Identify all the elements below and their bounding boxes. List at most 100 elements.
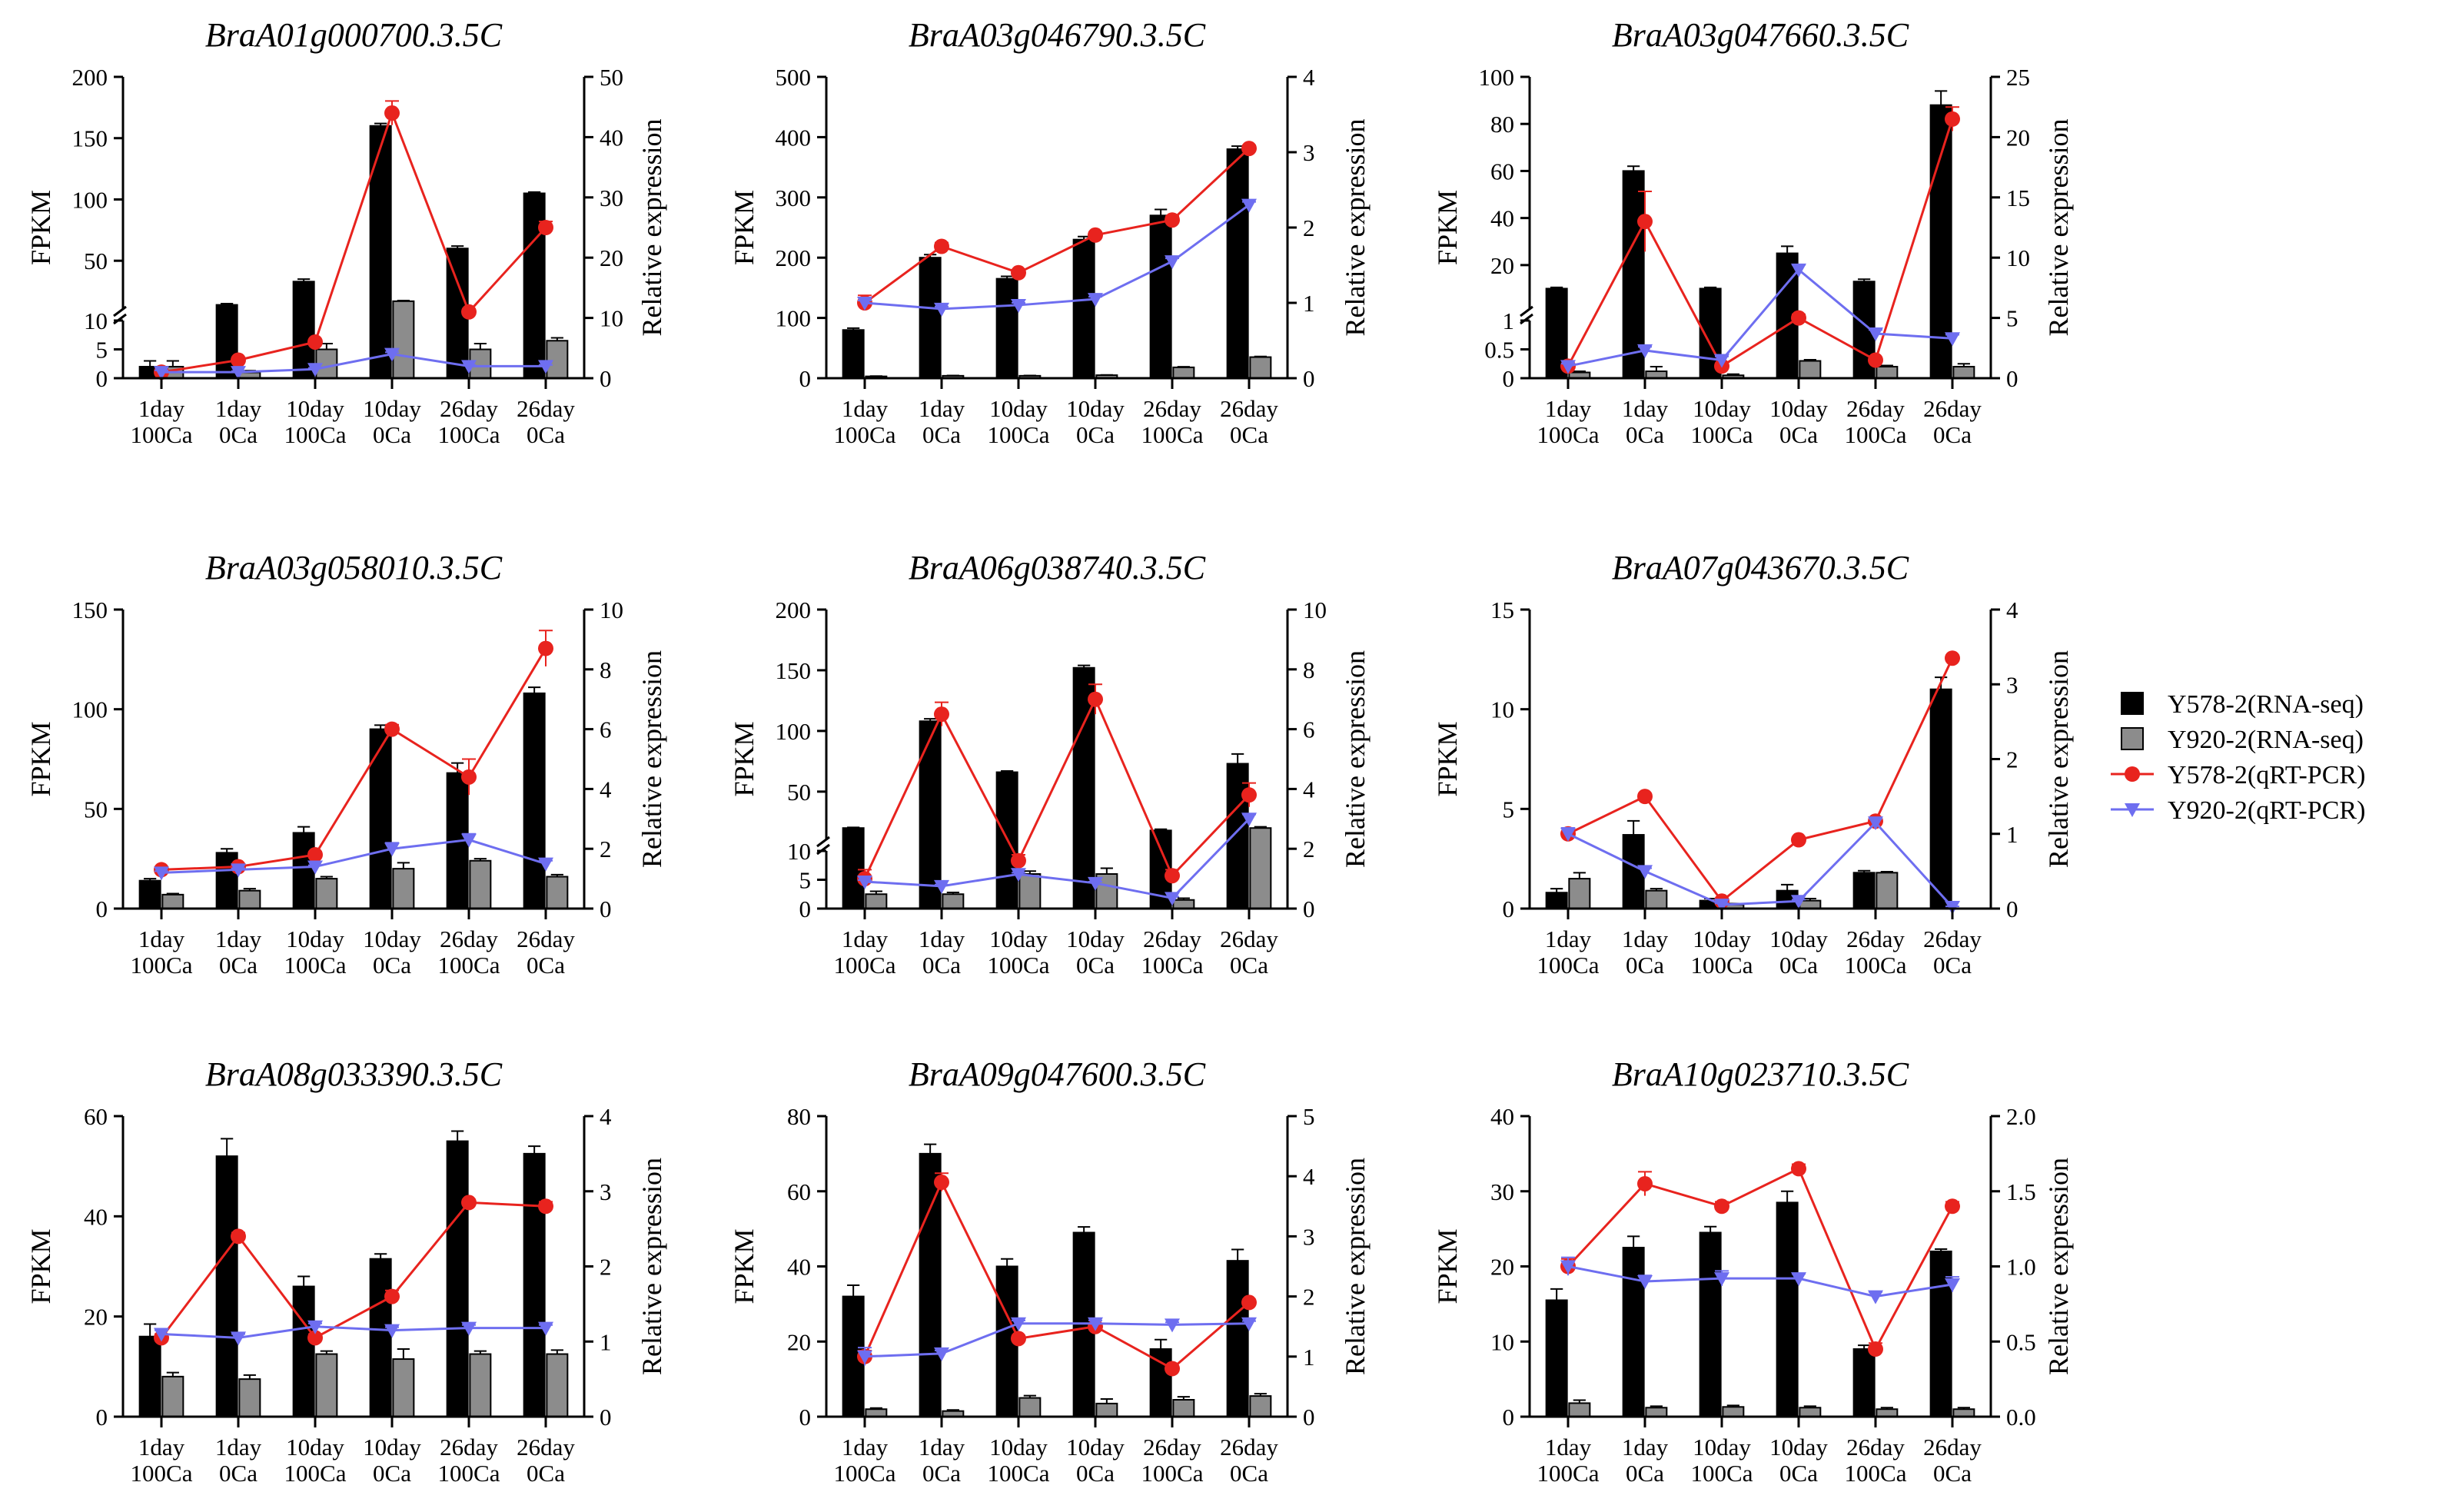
x-tick-label: 26day: [440, 395, 498, 422]
axis-break-mark: [816, 843, 830, 856]
bar-y920: [1018, 1397, 1042, 1417]
y2-tick-label: 1: [2006, 821, 2018, 848]
x-tick-label: 1day: [1545, 395, 1592, 422]
x-tick-label: 26day: [1220, 925, 1278, 952]
x-tick-label: 10day: [1693, 1434, 1751, 1460]
x-tick-label: 10day: [286, 1434, 344, 1460]
point-y920: [1637, 1275, 1653, 1290]
bar-y578: [369, 728, 392, 909]
x-tick-label: 10day: [363, 395, 421, 422]
line-y578: [161, 109, 547, 374]
point-y920: [231, 366, 246, 380]
x-tick-label: 10day: [1693, 395, 1751, 422]
y2-axis-label: Relative expression: [2043, 650, 2074, 868]
x-tick-label: 0Ca: [1933, 1460, 1972, 1487]
point-y578: [1945, 1198, 1960, 1215]
legend-label: Y920-2(qRT-PCR): [2168, 796, 2365, 825]
y2-tick-label: 6: [1303, 716, 1315, 743]
y2-tick-label: 0: [600, 896, 612, 922]
bar-y578: [1699, 1231, 1722, 1417]
y2-axis-label: Relative expression: [1340, 650, 1371, 868]
point-y920: [934, 302, 949, 317]
bar-y578: [842, 329, 865, 379]
chart-title: BraA03g047660.3.5C: [1612, 16, 1909, 54]
y2-axis-label: Relative expression: [1340, 1158, 1371, 1375]
point-y578: [231, 352, 246, 368]
y2-tick-label: 20: [2006, 124, 2030, 151]
point-y920: [1560, 1260, 1576, 1274]
bar-y920: [1172, 899, 1195, 909]
x-tick-label: 100Ca: [988, 421, 1050, 448]
y-tick-label: 10: [84, 307, 108, 334]
bar-y578: [292, 1285, 315, 1417]
x-tick-label: 100Ca: [438, 421, 500, 448]
x-tick-label: 26day: [440, 925, 498, 952]
y2-tick-label: 6: [600, 716, 612, 743]
y-tick-label: 20: [787, 1328, 811, 1355]
bar-y578: [919, 1152, 942, 1417]
bar-y578: [1776, 1201, 1799, 1417]
x-tick-label: 0Ca: [1779, 952, 1818, 979]
x-tick-label: 0Ca: [1230, 1460, 1268, 1487]
y2-tick-label: 0.0: [2006, 1404, 2036, 1431]
chart-panel-8: BraA09g047600.3.5C0204060800123451day100…: [729, 1055, 1371, 1487]
x-tick-label: 1day: [1622, 395, 1669, 422]
y-tick-label: 0: [1503, 365, 1515, 392]
y-tick-label: 1: [1503, 307, 1515, 334]
y-tick-label: 0: [96, 365, 108, 392]
bar-y920: [546, 1353, 569, 1417]
y-tick-label: 100: [72, 186, 108, 213]
y2-tick-label: 1: [1303, 290, 1315, 317]
x-tick-label: 26day: [1923, 925, 1982, 952]
bar-y920: [1172, 1399, 1195, 1417]
y-tick-label: 5: [96, 337, 108, 364]
point-y920: [1945, 332, 1960, 347]
point-y920: [1560, 360, 1576, 374]
y2-tick-label: 4: [600, 776, 612, 803]
chart-panel-7: BraA08g033390.3.5C0204060012341day100Ca1…: [25, 1055, 667, 1487]
line-y920: [1567, 268, 1953, 367]
x-tick-label: 0Ca: [1779, 421, 1818, 448]
bar-y920: [1249, 356, 1272, 379]
y-tick-label: 500: [776, 64, 812, 91]
chart-panel-6: BraA07g043670.3.5C051015012341day100Ca1d…: [1432, 549, 2074, 979]
x-tick-label: 26day: [1846, 925, 1905, 952]
bar-y920: [1876, 366, 1899, 379]
x-tick-label: 26day: [1846, 1434, 1905, 1460]
y-tick-label: 0: [799, 1404, 812, 1431]
bar-y578: [369, 1258, 392, 1417]
y2-tick-label: 5: [1303, 1103, 1315, 1130]
point-y920: [538, 857, 553, 872]
x-tick-label: 0Ca: [1933, 421, 1972, 448]
y-tick-label: 50: [787, 779, 811, 806]
x-tick-label: 1day: [1545, 1434, 1592, 1460]
point-y920: [1011, 868, 1026, 882]
x-tick-label: 1day: [215, 1434, 262, 1460]
line-y578: [1567, 118, 1954, 368]
bar-y920: [469, 859, 492, 910]
y-tick-label: 10: [787, 838, 811, 865]
y-tick-label: 40: [1490, 205, 1514, 232]
y2-tick-label: 4: [1303, 64, 1315, 91]
chart-panel-2: BraA03g046790.3.5C 0 100 200 300 400 500 0 1 2 3 4 1…: [729, 16, 1371, 448]
bar-y578: [1929, 688, 1952, 909]
y-tick-label: 60: [84, 1103, 108, 1130]
bar-y920: [392, 868, 415, 909]
chart-title: BraA06g038740.3.5C: [909, 549, 1206, 587]
x-tick-label: 100Ca: [988, 1460, 1050, 1487]
bar-y920: [1249, 827, 1272, 910]
point-y578: [934, 238, 949, 254]
bar-y920: [238, 889, 261, 910]
line-y920: [864, 818, 1251, 900]
line-y578: [161, 647, 547, 871]
x-tick-label: 0Ca: [373, 421, 411, 448]
y-tick-label: 30: [1490, 1178, 1514, 1205]
point-y578: [1165, 1361, 1180, 1377]
line-y920: [864, 204, 1250, 311]
x-tick-label: 10day: [286, 395, 344, 422]
y2-tick-label: 20: [600, 244, 623, 271]
legend-label: Y578-2(RNA-seq): [2168, 690, 2364, 719]
x-tick-label: 10day: [363, 925, 421, 952]
bar-y578: [446, 1140, 469, 1418]
y-tick-label: 150: [776, 657, 812, 684]
